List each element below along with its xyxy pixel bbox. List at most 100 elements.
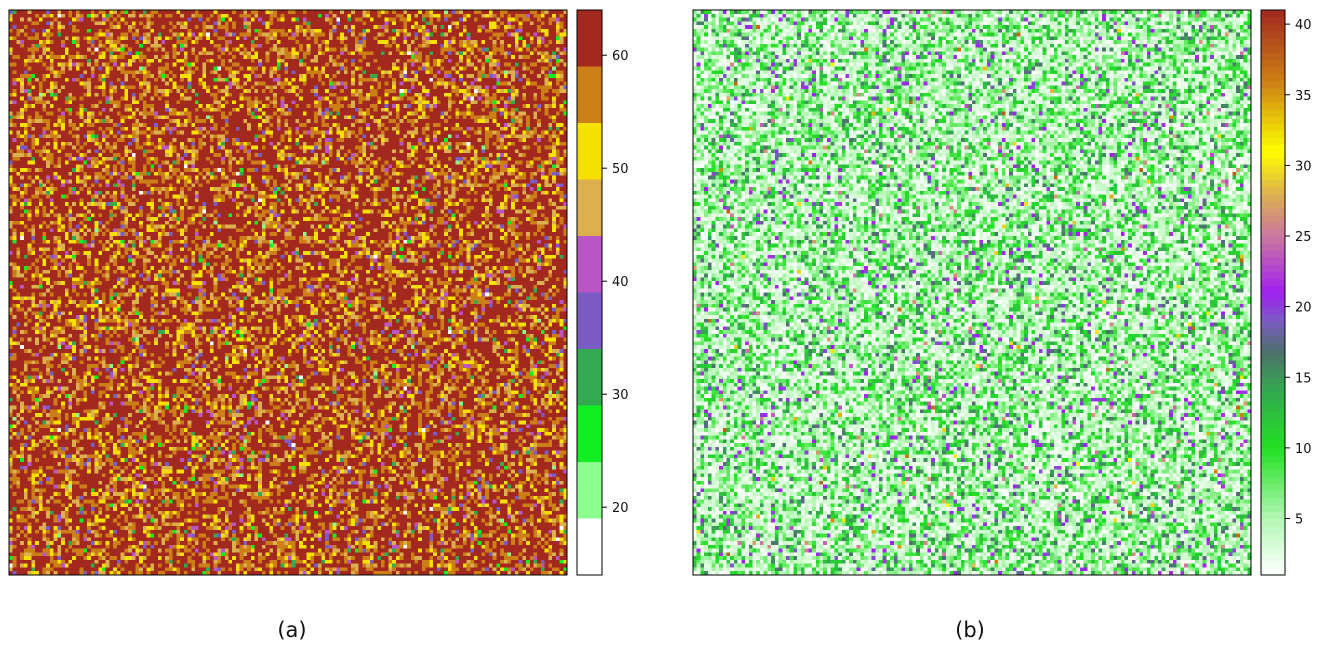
colorbar-a-band-4: [577, 292, 602, 349]
colorbar-b-tick-label-4: 25: [1295, 230, 1312, 245]
colorbar-b-slice-0: [1261, 567, 1285, 576]
colorbar-b-tick-label-5: 30: [1295, 159, 1312, 174]
colorbar-b-slice-49: [1261, 221, 1285, 230]
colorbar-a-tick-label-2: 40: [612, 275, 629, 290]
colorbar-b-slice-31: [1261, 349, 1285, 357]
colorbar-a-band-7: [577, 123, 602, 180]
colorbar-b-slice-44: [1261, 257, 1285, 265]
colorbar-b-slice-72: [1261, 59, 1285, 68]
colorbar-b-slice-73: [1261, 52, 1285, 61]
caption-b: (b): [955, 618, 985, 642]
colorbar-b-frame: [1260, 9, 1286, 576]
colorbar-b-slice-5: [1261, 532, 1285, 541]
colorbar-b-slice-58: [1261, 158, 1285, 166]
colorbar-b-slice-23: [1261, 405, 1285, 414]
colorbar-b-slice-65: [1261, 108, 1285, 117]
colorbar-b-slice-60: [1261, 144, 1285, 152]
colorbar-b-slice-6: [1261, 525, 1285, 534]
colorbar-a-tick-label-1: 30: [612, 388, 629, 403]
heatmap-b-cells: [693, 10, 1251, 575]
colorbar-b-slice-10: [1261, 497, 1285, 505]
heatmap-b-svg: 5 10 15 20 25 30 35 40: [692, 9, 1312, 576]
colorbar-b-slice-64: [1261, 115, 1285, 124]
colorbar-b-slice-39: [1261, 292, 1285, 301]
colorbar-b-tick-label-7: 40: [1295, 18, 1312, 33]
colorbar-a-band-1: [577, 462, 602, 519]
colorbar-b-slice-13: [1261, 476, 1285, 484]
colorbar-b-tick-label-0: 5: [1295, 513, 1303, 528]
colorbar-b-slice-55: [1261, 179, 1285, 188]
colorbar-b-slice-71: [1261, 66, 1285, 75]
colorbar-b-slice-76: [1261, 31, 1285, 39]
colorbar-b-slice-61: [1261, 137, 1285, 145]
colorbar-b-slice-12: [1261, 483, 1285, 491]
colorbar-b-slice-56: [1261, 172, 1285, 181]
colorbar-b-slice-22: [1261, 412, 1285, 421]
colorbar-b-slice-52: [1261, 200, 1285, 209]
colorbar-b-slice-32: [1261, 341, 1285, 350]
colorbar-b-slice-11: [1261, 490, 1285, 498]
colorbar-a-band-6: [577, 179, 602, 236]
colorbar-b-slice-62: [1261, 130, 1285, 138]
colorbar-b-slice-19: [1261, 433, 1285, 442]
colorbar-b-slice-14: [1261, 469, 1285, 477]
colorbar-a-band-2: [577, 405, 602, 462]
colorbar-b-slice-34: [1261, 327, 1285, 336]
colorbar-b-slice-20: [1261, 426, 1285, 435]
heatmap-panel-a: 20 30 40 50 60 (a): [0, 0, 660, 652]
colorbar-b-slice-3: [1261, 546, 1285, 555]
colorbar-a-band-9: [577, 10, 602, 67]
colorbar-b-slice-7: [1261, 518, 1285, 527]
colorbar-b-slice-51: [1261, 207, 1285, 216]
colorbar-b-slice-50: [1261, 214, 1285, 223]
colorbar-b-slice-2: [1261, 553, 1285, 562]
colorbar-a-band-5: [577, 236, 602, 293]
colorbar-b-slice-54: [1261, 186, 1285, 195]
colorbar-b-tick-label-3: 20: [1295, 301, 1312, 316]
colorbar-b-slice-41: [1261, 278, 1285, 287]
colorbar-b-slice-25: [1261, 391, 1285, 400]
colorbar-b-slice-18: [1261, 440, 1285, 449]
colorbar-b-slice-29: [1261, 363, 1285, 371]
colorbar-b-slice-69: [1261, 80, 1285, 89]
colorbar-b-slice-26: [1261, 384, 1285, 392]
colorbar-a-tick-label-0: 20: [612, 501, 629, 516]
colorbar-b-slice-68: [1261, 87, 1285, 96]
colorbar-b-slice-37: [1261, 306, 1285, 315]
heatmap-b-image: [693, 10, 1251, 575]
caption-a: (a): [277, 618, 307, 642]
colorbar-b-slice-59: [1261, 151, 1285, 159]
colorbar-b-slice-46: [1261, 243, 1285, 251]
colorbar-b-slice-47: [1261, 236, 1285, 244]
colorbar-a-tick-label-3: 50: [612, 162, 629, 177]
heatmap-panel-b: 5 10 15 20 25 30 35 40 (b): [680, 0, 1328, 652]
colorbar-b-slice-53: [1261, 193, 1285, 202]
colorbar-a-band-3: [577, 349, 602, 406]
colorbar-b-slice-35: [1261, 320, 1285, 329]
colorbar-b-tick-label-6: 35: [1295, 89, 1312, 104]
colorbar-b-slice-48: [1261, 228, 1285, 237]
colorbar-b-slice-1: [1261, 560, 1285, 569]
colorbar-b-slice-21: [1261, 419, 1285, 428]
colorbar-b-slice-66: [1261, 101, 1285, 110]
colorbar-b-slice-16: [1261, 454, 1285, 463]
colorbar-a-band-0: [577, 518, 602, 575]
colorbar-b-slice-15: [1261, 462, 1285, 470]
colorbar-b-slice-8: [1261, 511, 1285, 520]
colorbar-b-slice-30: [1261, 356, 1285, 364]
colorbar-b-slice-57: [1261, 165, 1285, 174]
colorbar-b-slice-67: [1261, 94, 1285, 103]
colorbar-b-slice-43: [1261, 264, 1285, 272]
colorbar-b-slice-63: [1261, 123, 1285, 131]
heatmap-a-svg: 20 30 40 50 60: [8, 9, 629, 576]
colorbar-b-slice-79: [1261, 10, 1285, 18]
colorbar-b-slice-9: [1261, 504, 1285, 513]
colorbar-b-slice-77: [1261, 24, 1285, 32]
colorbar-b-slice-78: [1261, 17, 1285, 25]
colorbar-b-slice-28: [1261, 370, 1285, 378]
heatmap-b-frame: [692, 9, 1252, 576]
colorbar-b-slice-42: [1261, 271, 1285, 279]
colorbar-b: 5 10 15 20 25 30 35 40: [1260, 9, 1312, 576]
colorbar-a-frame: [576, 9, 603, 576]
heatmap-a-image: [9, 10, 567, 575]
